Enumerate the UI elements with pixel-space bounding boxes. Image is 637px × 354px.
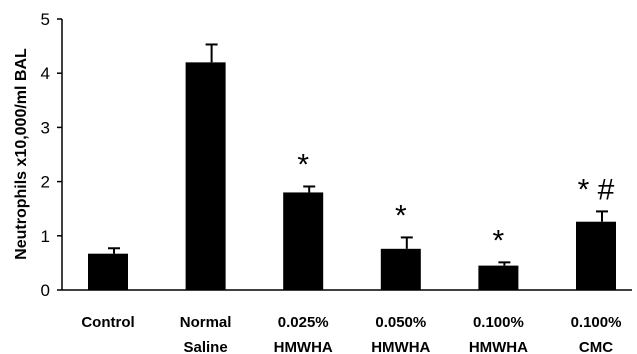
y-tick-label: 0 [41, 281, 50, 300]
x-category-label: 0.050% [375, 314, 426, 331]
x-category-label: Saline [184, 339, 228, 354]
x-category-label: 0.100% [473, 314, 524, 331]
x-category-label: 0.100% [571, 314, 622, 331]
significance-annotation: * [297, 148, 309, 181]
x-category-label: Control [81, 314, 134, 331]
significance-annotation: * # [578, 173, 615, 206]
error-bars [108, 43, 608, 266]
y-axis-title-group: Neutrophils x10,000/ml BAL [13, 48, 30, 260]
bar [576, 221, 616, 290]
bar [380, 248, 421, 290]
y-tick-label: 4 [41, 64, 50, 83]
y-tick-label: 1 [41, 227, 50, 246]
x-category-label: 0.025% [278, 314, 329, 331]
significance-annotation: * [395, 199, 407, 232]
annotations: * * * * # [297, 148, 614, 257]
x-category-label: CMC [579, 339, 613, 354]
y-axis-title: Neutrophils x10,000/ml BAL [13, 48, 30, 260]
bars [88, 62, 616, 290]
x-category-label: HMWHA [469, 339, 528, 354]
x-category-label: HMWHA [274, 339, 333, 354]
x-category-label: HMWHA [371, 339, 430, 354]
y-tick-label: 5 [41, 10, 50, 29]
bar [88, 253, 128, 290]
significance-annotation: * [493, 224, 505, 257]
bar [478, 265, 519, 290]
bar [185, 62, 226, 290]
y-tick-label: 3 [41, 118, 50, 137]
y-tick-label: 2 [41, 173, 50, 192]
y-ticks: 0 1 2 3 4 5 [41, 10, 62, 300]
bar [283, 192, 324, 290]
x-category-labels: Control Normal Saline 0.025% HMWHA 0.050% HMWH… [81, 314, 621, 354]
x-category-label: Normal [180, 314, 232, 331]
